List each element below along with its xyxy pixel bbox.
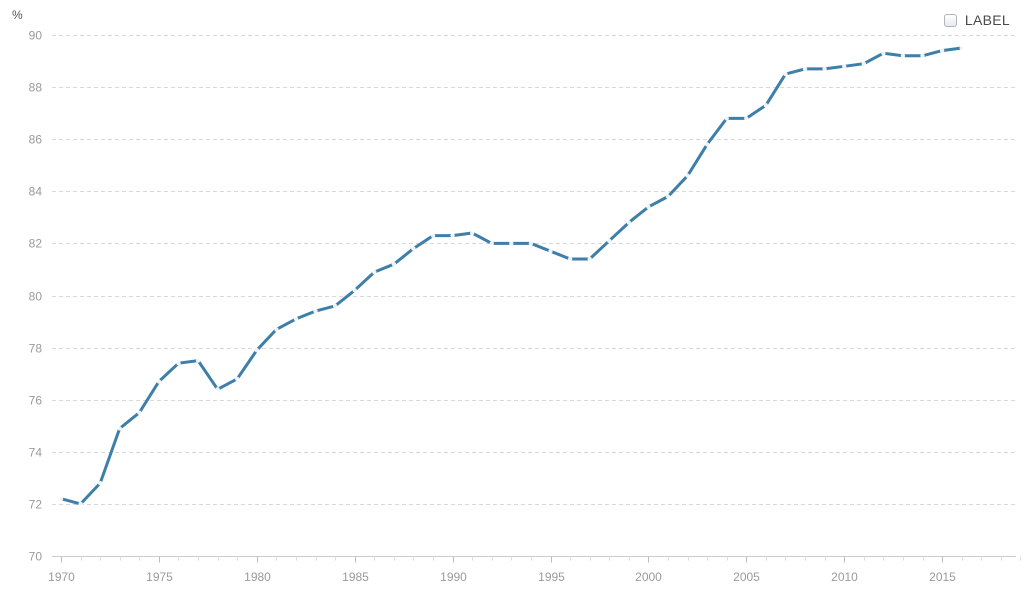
y-tick-label-80: 80 <box>29 290 43 304</box>
series-line-0 <box>59 46 964 506</box>
series-layer <box>58 45 964 507</box>
data-point-1978 <box>215 387 220 392</box>
data-point-1982 <box>293 316 299 322</box>
data-point-1987 <box>391 262 397 267</box>
label-checkbox[interactable] <box>943 13 957 27</box>
y-tick-label-78: 78 <box>29 342 43 356</box>
y-axis-ticks: 70 72 74 76 78 80 82 84 86 88 90 <box>29 29 43 564</box>
data-point-2009 <box>822 66 827 72</box>
data-point-1996 <box>567 256 573 262</box>
data-point-1986 <box>372 269 377 275</box>
data-point-1983 <box>313 308 318 314</box>
data-point-2006 <box>763 103 769 108</box>
data-point-1972 <box>98 480 103 486</box>
x-tick-label-1975: 1975 <box>146 570 173 584</box>
data-point-1998 <box>607 238 612 243</box>
data-point-1994 <box>528 241 534 246</box>
y-tick-label-70: 70 <box>29 550 43 564</box>
y-tick-label-88: 88 <box>29 81 43 95</box>
data-point-2008 <box>802 66 808 72</box>
data-point-2014 <box>920 53 925 58</box>
y-tick-label-72: 72 <box>29 498 43 512</box>
x-tick-label-1980: 1980 <box>244 570 271 584</box>
x-axis <box>52 556 1021 563</box>
y-tick-label-82: 82 <box>29 237 43 251</box>
data-point-2010 <box>842 64 847 69</box>
data-point-2013 <box>900 53 906 58</box>
x-tick-label-2015: 2015 <box>929 570 956 584</box>
x-tick-label-2010: 2010 <box>831 570 858 584</box>
data-point-2015 <box>939 48 945 53</box>
y-tick-label-86: 86 <box>29 133 43 147</box>
data-point-2001 <box>665 194 671 199</box>
data-point-2007 <box>783 71 788 77</box>
y-unit-label: % <box>12 8 23 22</box>
data-point-1993 <box>509 241 514 246</box>
x-tick-label-1990: 1990 <box>440 570 467 584</box>
data-point-1988 <box>411 246 416 251</box>
data-point-1990 <box>450 233 455 238</box>
data-point-1992 <box>489 241 494 246</box>
data-point-2000 <box>646 204 651 210</box>
data-point-2012 <box>881 51 886 56</box>
x-axis-ticks: 1970 1975 1980 1985 1990 1995 2000 2005 2010 2015 <box>48 570 956 584</box>
x-tick-label-1985: 1985 <box>342 570 369 584</box>
data-point-2011 <box>861 61 866 66</box>
gridlines <box>52 35 1016 505</box>
x-tick-label-1970: 1970 <box>48 570 75 584</box>
data-point-1997 <box>587 256 592 262</box>
y-tick-label-74: 74 <box>29 446 43 460</box>
data-point-2004 <box>724 116 729 121</box>
x-tick-label-2000: 2000 <box>635 570 662 584</box>
data-point-1975 <box>156 379 162 384</box>
data-point-1989 <box>430 233 436 238</box>
data-point-1976 <box>176 361 181 366</box>
data-point-1999 <box>626 220 631 225</box>
x-tick-label-2005: 2005 <box>733 570 760 584</box>
data-point-2003 <box>704 142 710 147</box>
data-point-1995 <box>548 249 553 254</box>
y-tick-label-76: 76 <box>29 394 43 408</box>
data-point-2005 <box>744 116 749 121</box>
data-point-1981 <box>274 327 279 332</box>
data-point-1985 <box>352 288 357 293</box>
data-point-1991 <box>470 230 475 236</box>
data-point-1971 <box>78 501 83 507</box>
x-tick-label-1995: 1995 <box>538 570 565 584</box>
data-point-1974 <box>137 410 142 415</box>
data-point-2002 <box>685 173 690 178</box>
legend-label-toggle[interactable]: LABEL <box>943 12 1010 28</box>
data-point-1973 <box>117 426 122 431</box>
data-point-1970 <box>58 496 64 501</box>
legend-label-text: LABEL <box>964 12 1010 28</box>
y-tick-label-90: 90 <box>29 29 43 43</box>
data-point-1979 <box>235 376 240 382</box>
data-point-1977 <box>195 358 201 363</box>
y-tick-label-84: 84 <box>29 185 43 199</box>
data-point-1984 <box>332 303 338 309</box>
data-point-2016 <box>959 45 964 51</box>
data-point-1980 <box>254 348 259 353</box>
